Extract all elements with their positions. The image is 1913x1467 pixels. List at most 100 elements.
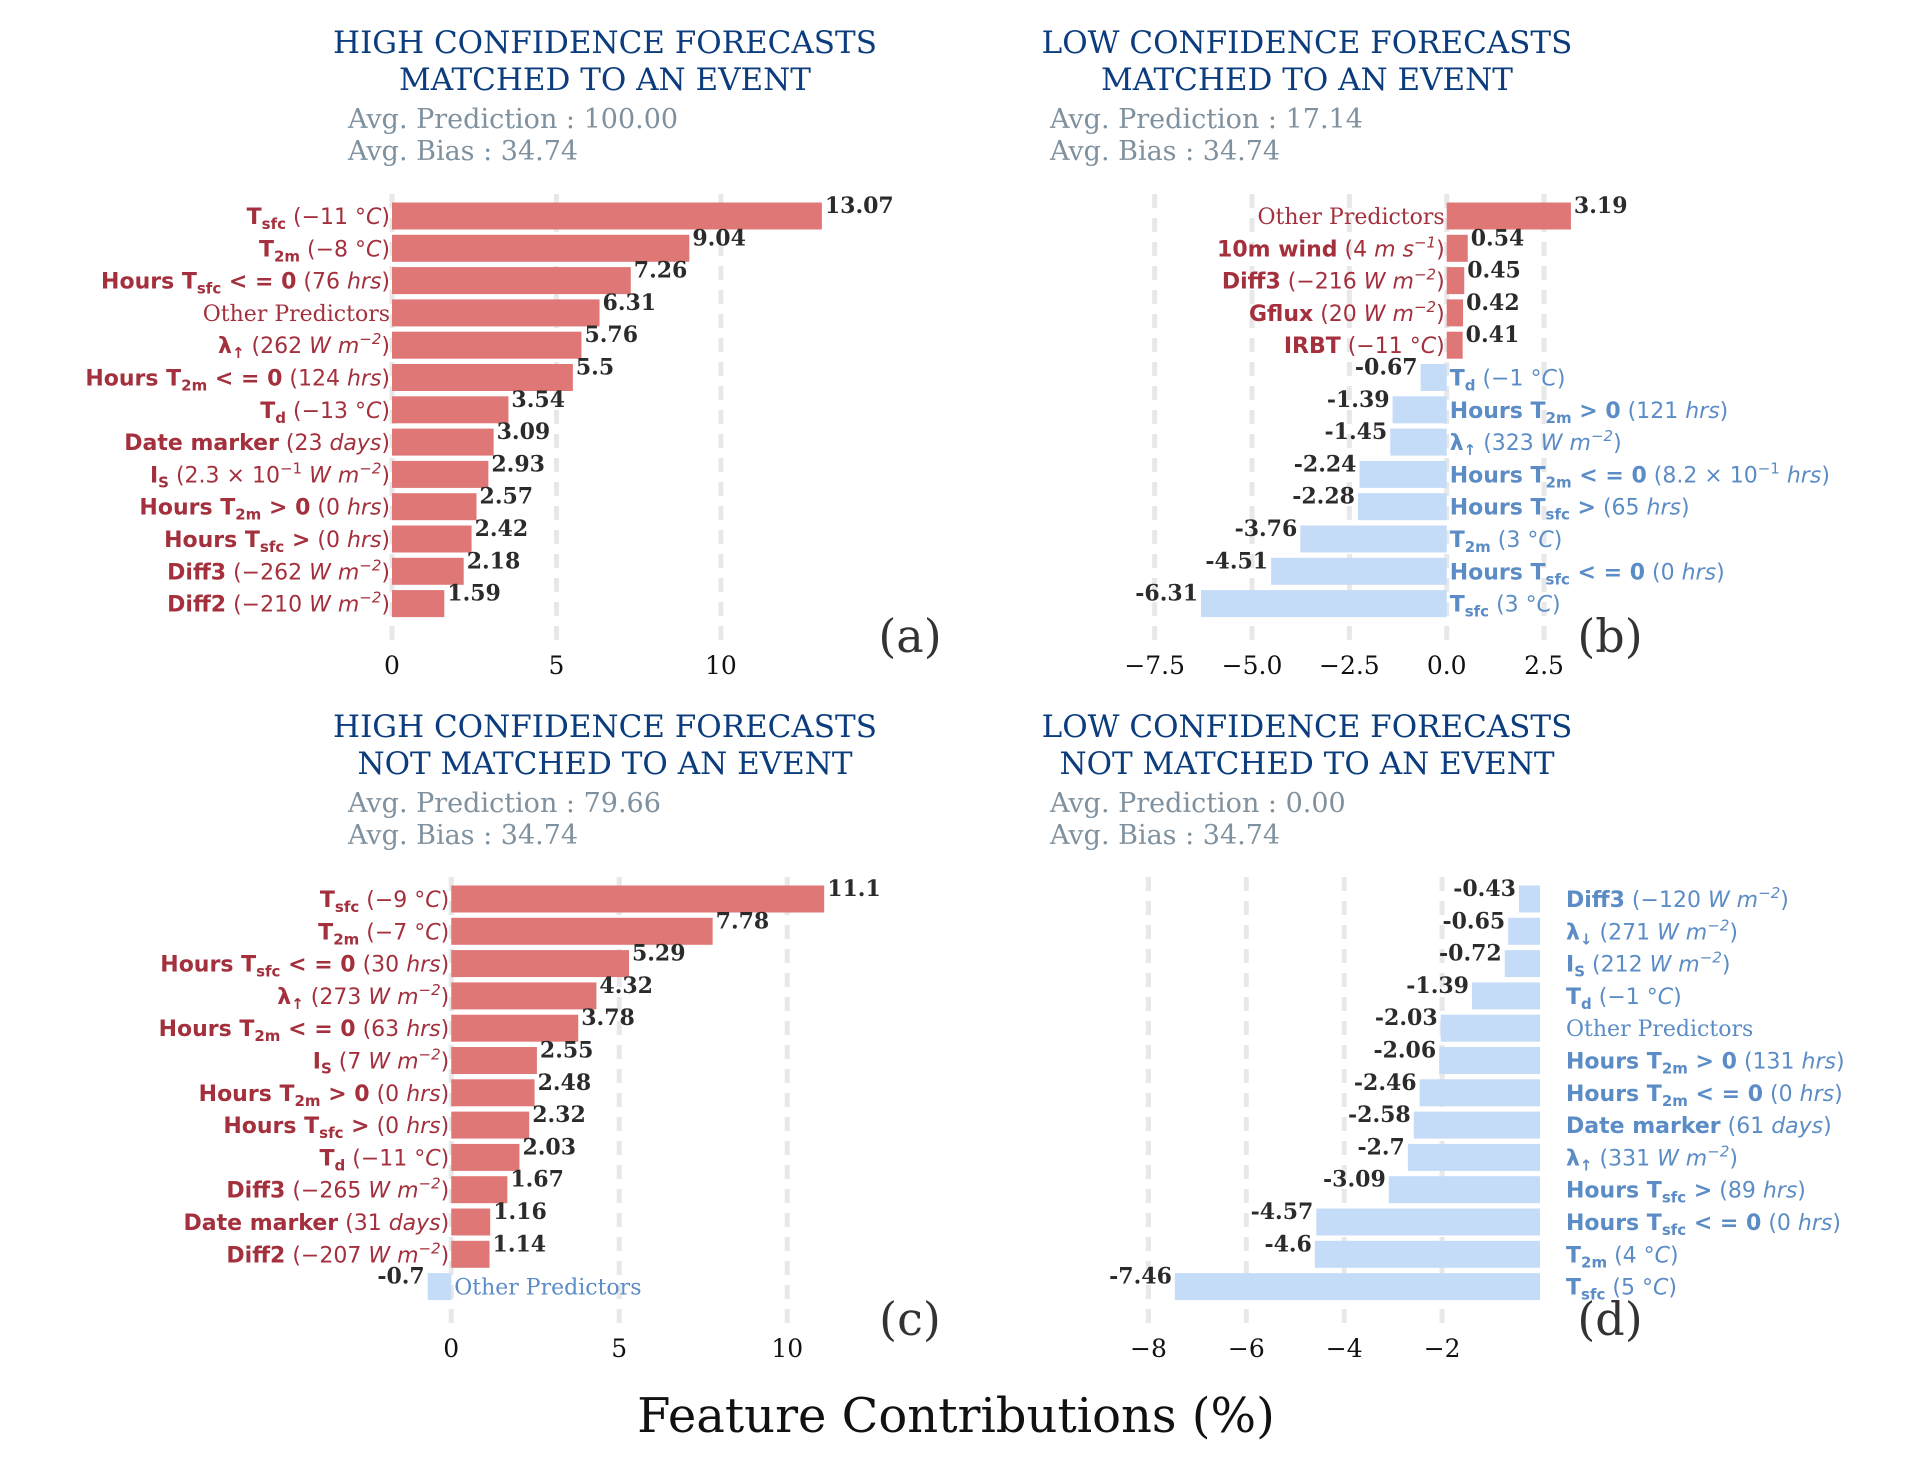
panel-letter: (a) — [878, 609, 941, 663]
bar — [1413, 1111, 1540, 1139]
data-label: -0.65 — [1442, 908, 1505, 934]
category-label: T2m (3 °C) — [1450, 528, 1563, 556]
data-label: 2.55 — [540, 1038, 594, 1064]
category-label: Diff3 (−265 W m−2) — [226, 1175, 449, 1204]
avg-prediction: Avg. Prediction : 17.14 — [1049, 104, 1363, 135]
category-label: Hours Tsfc < = 0 (30 hrs) — [160, 953, 449, 981]
category-label: Td (−1 °C) — [1450, 367, 1566, 395]
avg-bias: Avg. Bias : 34.74 — [347, 820, 578, 851]
data-label: -2.24 — [1294, 451, 1357, 477]
data-label: 3.19 — [1574, 193, 1628, 219]
bar — [1314, 1240, 1540, 1268]
data-label: 0.42 — [1466, 290, 1520, 316]
panel-letter: (d) — [1577, 1292, 1642, 1346]
data-label: -2.7 — [1357, 1134, 1404, 1160]
bar — [1388, 1176, 1540, 1204]
category-label: Tsfc (−9 °C) — [320, 888, 449, 916]
panel-title-line: MATCHED TO AN EVENT — [399, 62, 811, 98]
category-label: λ↓ (271 W m−2) — [1566, 916, 1738, 948]
category-label: Hours T2m > 0 (0 hrs) — [139, 496, 390, 524]
data-label: 5.76 — [584, 322, 638, 348]
data-label: -6.31 — [1135, 581, 1198, 607]
category-label: Diff2 (−210 W m−2) — [167, 589, 390, 618]
bar — [1407, 1143, 1540, 1171]
category-label: Other Predictors — [454, 1276, 641, 1301]
bar — [392, 299, 600, 327]
category-label: Hours Tsfc < = 0 (76 hrs) — [101, 270, 390, 298]
avg-prediction: Avg. Prediction : 100.00 — [347, 104, 678, 135]
category-label: Other Predictors — [1566, 1017, 1753, 1042]
data-label: 2.03 — [522, 1134, 576, 1160]
x-tick-label: 10 — [771, 1334, 803, 1363]
data-label: -2.06 — [1373, 1038, 1436, 1064]
category-label: Other Predictors — [203, 302, 390, 327]
data-label: -2.58 — [1348, 1102, 1411, 1128]
data-label: 1.59 — [447, 581, 501, 607]
bar — [392, 460, 489, 488]
x-tick-label: −5.0 — [1222, 651, 1283, 680]
data-label: -0.43 — [1453, 876, 1516, 902]
figure-x-axis-label: Feature Contributions (%) — [637, 1388, 1275, 1444]
bar — [451, 950, 629, 978]
bar — [392, 493, 477, 521]
category-label: Hours Tsfc > (0 hrs) — [223, 1114, 449, 1142]
category-label: Tsfc (−11 °C) — [247, 205, 390, 233]
category-label: Tsfc (3 °C) — [1450, 593, 1561, 621]
bar — [392, 202, 822, 230]
category-label: Td (−13 °C) — [260, 399, 390, 427]
bar — [392, 234, 690, 262]
data-label: -4.51 — [1205, 548, 1268, 574]
data-label: -1.45 — [1325, 419, 1388, 445]
bar — [1446, 331, 1463, 359]
bar — [1446, 202, 1571, 230]
data-label: -0.7 — [377, 1264, 424, 1290]
bar — [1446, 299, 1464, 327]
category-label: λ↑ (273 W m−2) — [277, 981, 449, 1013]
bar — [451, 1143, 520, 1171]
category-label: Other Predictors — [1257, 205, 1444, 230]
category-label: IS (212 W m−2) — [1566, 949, 1730, 981]
category-label: Hours T2m < = 0 (8.2 × 10−1 hrs) — [1450, 459, 1830, 491]
bar — [1420, 364, 1447, 391]
data-label: 0.54 — [1471, 225, 1525, 251]
category-label: Hours Tsfc > (0 hrs) — [164, 528, 390, 556]
x-tick-label: −2.5 — [1319, 651, 1380, 680]
bar — [1271, 557, 1447, 585]
bar — [1174, 1273, 1540, 1301]
bar — [1508, 917, 1540, 945]
category-label: Tsfc (5 °C) — [1566, 1276, 1677, 1304]
bar — [392, 590, 445, 618]
bar — [1316, 1208, 1540, 1236]
bar — [1446, 267, 1465, 295]
bar — [392, 525, 472, 553]
panel-title-line: HIGH CONFIDENCE FORECASTS — [333, 25, 877, 61]
panel-title-line: NOT MATCHED TO AN EVENT — [1059, 746, 1554, 782]
data-label: 2.18 — [467, 548, 521, 574]
bar — [1419, 1079, 1540, 1107]
data-label: 5.29 — [632, 941, 686, 967]
category-label: IS (2.3 × 10−1 W m−2) — [150, 459, 390, 491]
bar — [1300, 525, 1447, 553]
data-label: 9.04 — [692, 225, 746, 251]
data-label: -0.72 — [1439, 941, 1502, 967]
x-tick-label: −8 — [1130, 1334, 1167, 1363]
bar — [451, 885, 825, 913]
panel-letter: (b) — [1577, 609, 1642, 663]
category-label: λ↑ (262 W m−2) — [218, 330, 390, 362]
category-label: Diff3 (−262 W m−2) — [167, 556, 390, 585]
data-label: -2.46 — [1354, 1070, 1417, 1096]
category-label: Gflux (20 W m−2) — [1249, 298, 1445, 327]
category-label: T2m (4 °C) — [1566, 1243, 1679, 1271]
category-label: λ↑ (323 W m−2) — [1450, 427, 1622, 459]
data-label: 3.54 — [511, 387, 565, 413]
x-tick-label: 5 — [611, 1334, 627, 1363]
category-label: Hours Tsfc < = 0 (0 hrs) — [1450, 560, 1725, 588]
bar — [451, 1176, 508, 1204]
avg-bias: Avg. Bias : 34.74 — [1049, 820, 1280, 851]
bar — [1359, 460, 1447, 488]
bar — [1392, 396, 1447, 424]
category-label: Hours Tsfc < = 0 (0 hrs) — [1566, 1211, 1841, 1239]
data-label: 0.41 — [1466, 322, 1520, 348]
data-label: 11.1 — [827, 876, 881, 902]
